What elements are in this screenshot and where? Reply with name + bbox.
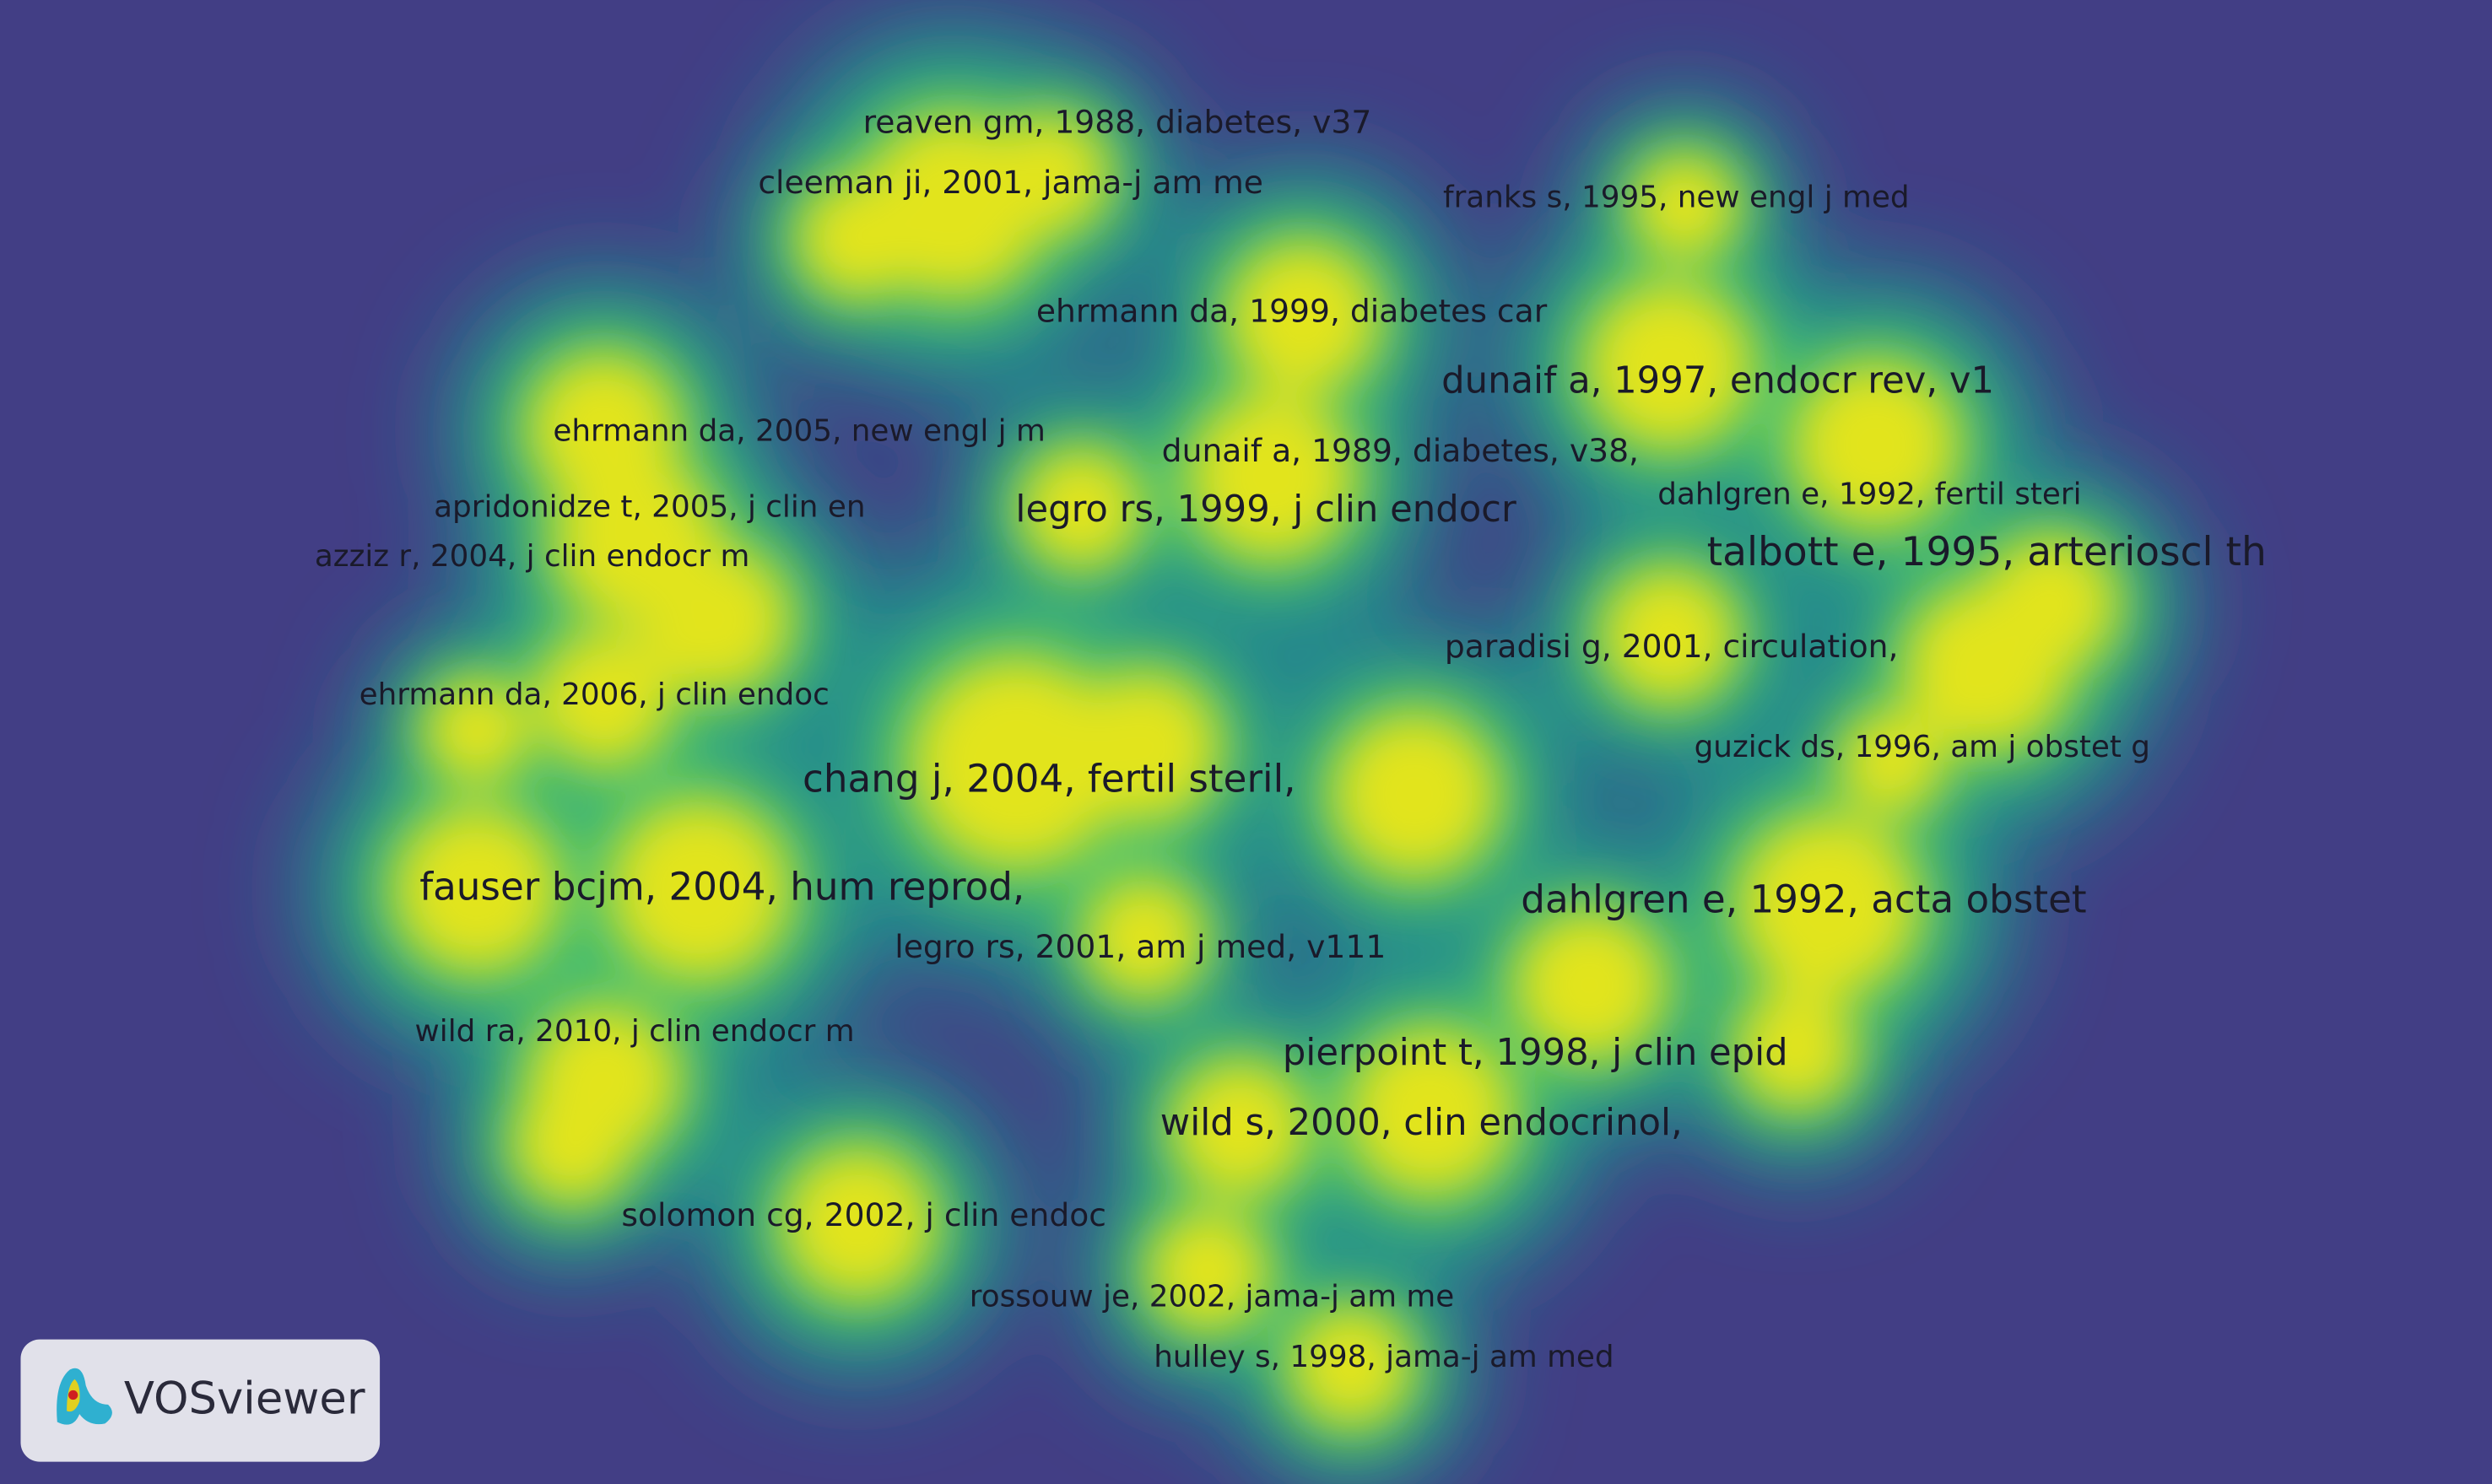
density-blob: [1631, 154, 1738, 260]
node-label: hulley s, 1998, jama-j am med: [1154, 1340, 1614, 1374]
density-blob: [1290, 1306, 1412, 1427]
density-blob: [1513, 909, 1665, 1061]
density-blob: [1227, 242, 1379, 394]
node-label: apridonidze t, 2005, j clin en: [434, 490, 865, 525]
density-blob: [1347, 1028, 1514, 1195]
density-blob: [1331, 711, 1498, 878]
density-blob: [1188, 393, 1355, 560]
node-label: rossouw je, 2002, jama-j am me: [970, 1280, 1454, 1314]
density-blob: [424, 677, 530, 784]
density-blob: [1586, 282, 1752, 449]
node-label: solomon cg, 2002, j clin endoc: [621, 1196, 1106, 1233]
density-blob: [911, 656, 1123, 869]
node-label: wild ra, 2010, j clin endocr m: [415, 1014, 855, 1049]
node-label: talbott e, 1995, arterioscl th: [1707, 529, 2267, 575]
node-label: pierpoint t, 1998, j clin epid: [1283, 1032, 1788, 1074]
density-blob: [511, 1083, 633, 1205]
node-label: legro rs, 1999, j clin endocr: [1015, 488, 1516, 531]
node-label: paradisi g, 2001, circulation,: [1445, 628, 1899, 665]
density-blob: [393, 807, 560, 974]
density-blob: [1020, 448, 1142, 569]
density-blob: [1735, 988, 1857, 1109]
density-blob: [640, 544, 791, 695]
labels: reaven gm, 1988, diabetes, v37 cleeman ji…: [315, 103, 2267, 1374]
node-label: dunaif a, 1989, diabetes, v38,: [1162, 432, 1639, 469]
density-blob: [797, 177, 919, 299]
node-label: ehrmann da, 2005, new engl j m: [553, 413, 1045, 448]
density-blob: [1981, 536, 2118, 672]
density-blob: [608, 799, 790, 980]
density-blob: [536, 631, 673, 768]
node-label: dahlgren e, 1992, fertil steri: [1657, 478, 2081, 512]
density-blob: [1171, 1060, 1308, 1196]
logo: VOSviewer: [20, 1339, 381, 1462]
node-label: azziz r, 2004, j clin endocr m: [315, 539, 749, 574]
density-blob: [1838, 710, 1944, 816]
logo-icon-dot: [68, 1390, 78, 1400]
node-label: franks s, 1995, new engl j med: [1443, 180, 1910, 214]
density-blob: [1084, 877, 1205, 998]
density-blob: [1737, 815, 1919, 996]
density-blob: [1147, 1211, 1268, 1332]
density-blob: [782, 1147, 934, 1299]
node-label: guzick ds, 1996, am j obstet g: [1695, 730, 2150, 764]
logo-text: VOSviewer: [124, 1373, 365, 1425]
node-label: cleeman ji, 2001, jama-j am me: [758, 164, 1263, 201]
node-label: dunaif a, 1997, endocr rev, v1: [1441, 359, 1994, 402]
node-label: reaven gm, 1988, diabetes, v37: [863, 103, 1372, 140]
density-blob: [1068, 671, 1220, 823]
node-label: ehrmann da, 2006, j clin endoc: [359, 677, 830, 712]
node-label: fauser bcjm, 2004, hum reprod,: [419, 865, 1024, 909]
node-label: wild s, 2000, clin endocrinol,: [1160, 1102, 1683, 1144]
density-blob: [988, 114, 1110, 235]
density-blob: [1792, 361, 1959, 528]
node-label: ehrmann da, 1999, diabetes car: [1036, 293, 1548, 330]
density-blob: [1600, 567, 1737, 704]
node-label: legro rs, 2001, am j med, v111: [895, 928, 1386, 965]
logo-box: [20, 1339, 381, 1462]
node-label: dahlgren e, 1992, acta obstet: [1521, 877, 2086, 922]
density-core: [393, 114, 2118, 1427]
node-label: chang j, 2004, fertil steril,: [803, 757, 1295, 801]
